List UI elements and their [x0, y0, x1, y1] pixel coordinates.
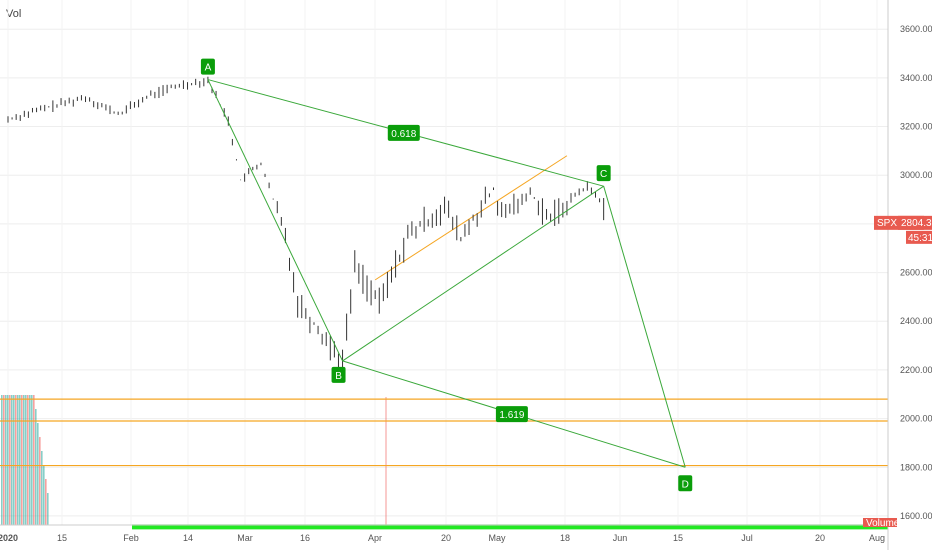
volume-bar — [35, 409, 37, 525]
pattern-point-d — [678, 475, 693, 492]
y-tick-label: 2600.00 — [900, 268, 932, 278]
y-tick-label: 3600.00 — [900, 24, 932, 34]
y-tick-label: 1800.00 — [900, 462, 932, 472]
y-tick-label: 3000.00 — [900, 170, 932, 180]
x-tick-label: 15 — [57, 533, 67, 543]
ratio-badge — [495, 406, 528, 423]
volume-bar — [47, 493, 49, 525]
x-tick-label: 16 — [300, 533, 310, 543]
volume-bar — [23, 395, 25, 525]
volume-bar — [27, 395, 29, 525]
pattern-point-b — [331, 366, 346, 383]
pattern-point-label: C — [600, 169, 607, 180]
volume-bar — [19, 395, 21, 525]
x-tick-label: 2020 — [0, 533, 18, 543]
x-tick-label: 20 — [441, 533, 451, 543]
volume-bar — [37, 423, 39, 525]
x-tick-label: Jul — [741, 533, 753, 543]
pattern-point-label: B — [335, 371, 342, 382]
ratio-label: 0.618 — [391, 129, 416, 140]
x-tick-label: Aug — [869, 533, 885, 543]
ratio-label: 1.619 — [499, 410, 524, 421]
x-tick-label: Mar — [237, 533, 253, 543]
pattern-point-label: D — [682, 479, 689, 490]
volume-bar — [1, 395, 3, 525]
x-tick-label: 14 — [183, 533, 193, 543]
volume-bar — [31, 395, 33, 525]
countdown-badge — [906, 230, 932, 244]
volume-bars — [1, 395, 387, 525]
symbol-label: SPX — [877, 218, 897, 229]
x-tick-label: May — [488, 533, 506, 543]
x-tick-label: 18 — [560, 533, 570, 543]
leg-ab — [207, 79, 343, 362]
volume-bar — [25, 395, 27, 525]
pattern-point-c — [596, 165, 611, 182]
x-tick-label: 15 — [673, 533, 683, 543]
price-bars — [7, 76, 605, 371]
leg-cd — [603, 186, 686, 468]
volume-bar — [3, 395, 5, 525]
last-price-badge — [898, 215, 932, 230]
x-tick-label: 20 — [815, 533, 825, 543]
volume-bar — [5, 395, 7, 525]
leg-bc — [342, 185, 604, 362]
ratio-badge — [387, 124, 420, 141]
harmonic-pattern[interactable]: A B C D 0.618 1.619 — [200, 58, 693, 492]
y-tick-label: 2400.00 — [900, 316, 932, 326]
volume-bar — [43, 465, 45, 525]
volume-bar — [39, 437, 41, 525]
horizontal-levels — [0, 155, 888, 530]
volume-bar — [11, 395, 13, 525]
volume-bar — [7, 395, 9, 525]
countdown-label: 45:31 — [908, 233, 932, 244]
y-tick-label: 2000.00 — [900, 414, 932, 424]
volume-bar — [41, 451, 43, 525]
grid-lines — [0, 0, 888, 525]
y-tick-label: 3200.00 — [900, 122, 932, 132]
volume-bar — [29, 395, 31, 525]
volume-bar — [13, 395, 15, 525]
volume-bar — [45, 479, 47, 525]
volume-bar — [33, 395, 35, 525]
x-tick-label: Apr — [368, 533, 382, 543]
volume-badge-label: Volume — [866, 518, 900, 529]
y-tick-label: 3400.00 — [900, 73, 932, 83]
volume-badge — [863, 518, 897, 527]
volume-indicator-label: Vol — [6, 8, 22, 20]
last-price-label: 2804.31 — [901, 218, 932, 229]
volume-bar — [15, 395, 17, 525]
x-tick-label: Jun — [613, 533, 628, 543]
pattern-point-label: A — [205, 63, 212, 74]
y-tick-label: 1600.00 — [900, 511, 932, 521]
trend-line — [374, 155, 568, 281]
volume-bar — [17, 395, 19, 525]
pattern-point-a — [200, 58, 215, 75]
volume-bar — [9, 395, 11, 525]
x-tick-label: Feb — [123, 533, 139, 543]
y-tick-label: 2200.00 — [900, 365, 932, 375]
volume-bar — [21, 395, 23, 525]
